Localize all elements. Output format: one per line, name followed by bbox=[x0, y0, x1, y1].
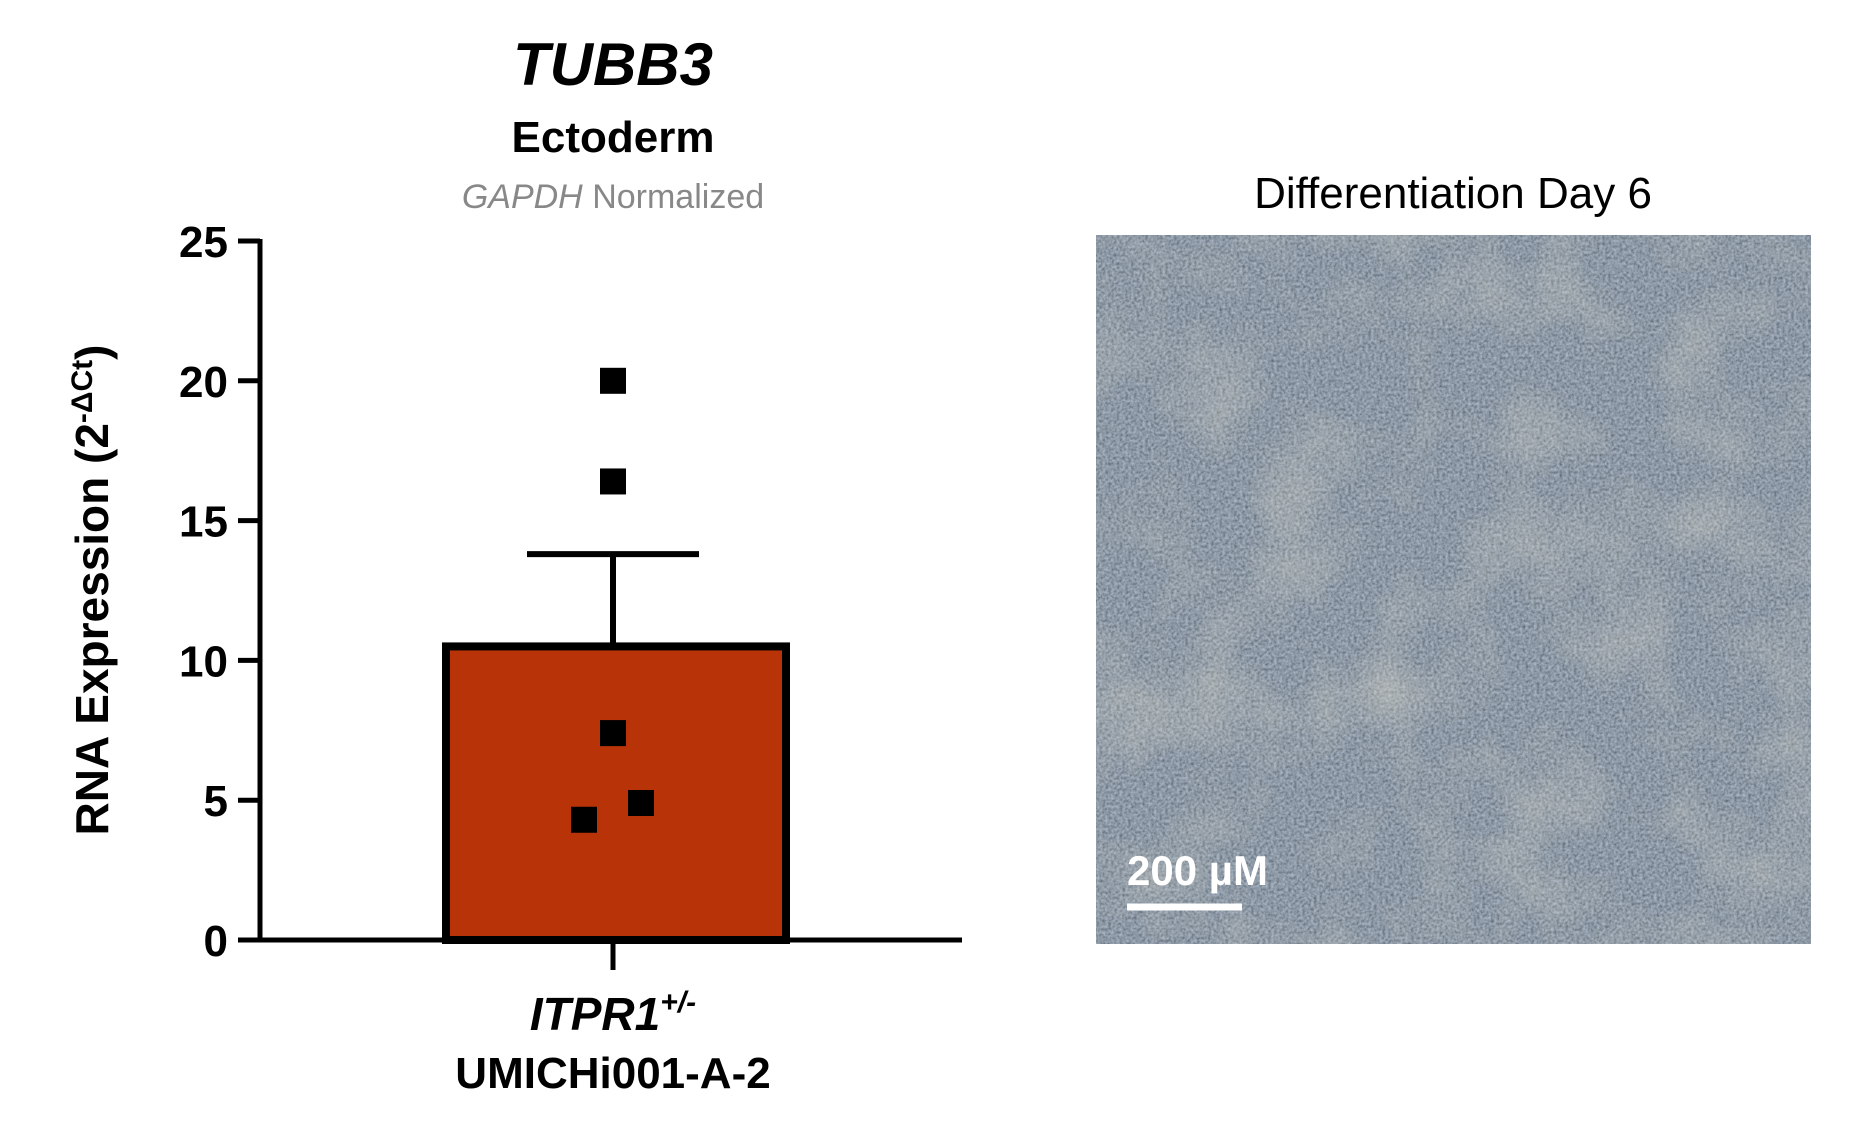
x-tick-label: UMICHi001-A-2 bbox=[455, 1049, 770, 1098]
y-label-end: ) bbox=[66, 345, 118, 360]
bar bbox=[442, 642, 790, 944]
y-tick-label: 15 bbox=[179, 498, 228, 547]
gene-name: ITPR1 bbox=[530, 988, 660, 1040]
y-tick-label: 10 bbox=[179, 637, 228, 686]
data-point bbox=[600, 720, 626, 747]
image-title: Differentiation Day 6 bbox=[1254, 169, 1652, 218]
note-gene: GAPDH bbox=[462, 178, 583, 216]
data-point bbox=[600, 468, 626, 495]
data-point bbox=[571, 806, 597, 833]
chart-title: TUBB3 bbox=[513, 31, 713, 98]
note-text: Normalized bbox=[592, 178, 764, 216]
genotype: +/- bbox=[660, 986, 696, 1019]
y-tick-label: 0 bbox=[204, 917, 228, 966]
micrograph-highlights bbox=[1096, 235, 1811, 944]
y-tick-label: 25 bbox=[179, 218, 228, 267]
y-label-main: RNA Expression (2 bbox=[66, 423, 118, 835]
y-tick-label: 5 bbox=[204, 777, 228, 826]
chart-subtitle: Ectoderm bbox=[512, 113, 715, 162]
y-tick-label: 20 bbox=[179, 358, 228, 407]
y-axis-label: RNA Expression (2-ΔCt) bbox=[66, 345, 118, 836]
y-label-sup: -ΔCt bbox=[66, 360, 99, 423]
normalization-note: GAPDH Normalized bbox=[462, 178, 764, 216]
category-gene: ITPR1+/- bbox=[530, 986, 696, 1040]
scale-bar-label: 200 µM bbox=[1127, 847, 1268, 894]
micrograph bbox=[1096, 235, 1811, 944]
data-point bbox=[600, 367, 626, 394]
data-point bbox=[628, 789, 654, 816]
